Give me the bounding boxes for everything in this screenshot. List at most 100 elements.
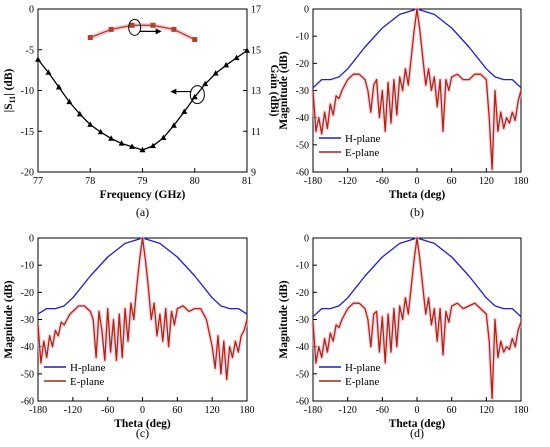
y-tick-label: -40 (296, 342, 309, 353)
legend-label: E-plane (70, 376, 104, 388)
y-axis-label-main: |S (3, 103, 15, 112)
s11-point (160, 134, 167, 140)
x-tick-label: 120 (205, 405, 220, 416)
x-tick-label: 120 (479, 405, 494, 416)
s11-point (244, 47, 250, 53)
y-axis-label-tail: | (dB) (3, 69, 15, 96)
y-tick-label: -60 (296, 168, 309, 179)
s11-point (170, 122, 177, 128)
y-axis-label: Magnitude (dB) (278, 51, 290, 129)
s11-point (223, 62, 230, 68)
y-tick-label: -10 (296, 32, 309, 43)
x-axis-label: Theta (deg) (114, 418, 171, 430)
x-axis-label: Frequency (GHz) (100, 189, 186, 201)
x-tick-label: -60 (376, 405, 389, 416)
s11-point (149, 142, 156, 149)
x-tick-label: -60 (376, 176, 389, 187)
gain-point (150, 22, 156, 28)
s11-point (202, 80, 209, 87)
x-tick-label: -180 (304, 405, 322, 416)
y-tick-label: -60 (21, 397, 34, 408)
panel-label: (b) (410, 205, 424, 219)
s11-point (139, 146, 146, 153)
x-tick-label: -120 (338, 176, 356, 187)
gain-point (129, 22, 135, 28)
x-tick-label: 180 (240, 405, 255, 416)
s11-point (66, 98, 73, 105)
x-tick-label: -180 (304, 176, 322, 187)
s11-annotation-ellipse (189, 85, 205, 105)
e-plane-line (312, 237, 522, 399)
panel-c: -180 -120 -60 0 60 120 1800-10-20-30-40-50-60T… (3, 234, 255, 441)
legend-label: H-plane (345, 362, 381, 374)
gain-annotation-arrowhead (155, 28, 162, 35)
y-axis-label-sub: 11 (8, 96, 17, 104)
y-tick-label: -30 (296, 86, 309, 97)
y-tick-label: -20 (21, 288, 34, 299)
s11-point (118, 140, 125, 146)
y-tick-label: -50 (296, 369, 309, 380)
y-tick-label: 0 (29, 5, 34, 16)
y-axis-label: Magnitude (dB) (278, 280, 290, 358)
y2-tick-label: 17 (251, 5, 261, 16)
s11-point (191, 93, 198, 100)
s11-point (87, 121, 94, 127)
x-tick-label: 60 (447, 405, 457, 416)
y-tick-label: -20 (296, 288, 309, 299)
s11-point (181, 108, 188, 114)
x-tick-label: 77 (33, 176, 43, 187)
panel-label: (d) (410, 426, 424, 440)
y2-axis-label: Gain (dBi) (268, 64, 280, 116)
x-tick-label: 78 (85, 176, 95, 187)
y-tick-label: -20 (296, 59, 309, 70)
s11-point (76, 110, 83, 117)
s11-point (45, 69, 52, 75)
x-tick-label: 180 (514, 176, 529, 187)
x-tick-label: 81 (242, 176, 252, 187)
y-tick-label: -10 (21, 261, 34, 272)
panel-d: -180 -120 -60 0 60 120 1800-10-20-30-40-50-60T… (278, 234, 529, 441)
x-tick-label: 180 (514, 405, 529, 416)
s11-point (212, 70, 219, 76)
x-tick-label: 0 (140, 405, 145, 416)
y-tick-label: -10 (296, 261, 309, 272)
x-tick-label: -120 (64, 405, 82, 416)
y-tick-label: 0 (304, 5, 309, 16)
y2-tick-label: 11 (251, 127, 261, 138)
e-plane-highlight (311, 7, 523, 172)
panel-label: (a) (136, 205, 149, 219)
y-tick-label: -10 (21, 86, 34, 97)
e-plane-line (37, 237, 248, 380)
y-tick-label: -20 (21, 168, 34, 179)
panel-b: -180 -120 -60 0 60 120 1800-10-20-30-40-50-60T… (278, 5, 529, 220)
x-tick-label: -180 (29, 405, 47, 416)
gain-annotation-ellipse (128, 18, 142, 36)
s11-point (55, 84, 62, 90)
gain-point (108, 26, 114, 32)
x-tick-label: -120 (338, 405, 356, 416)
y-tick-label: 0 (304, 234, 309, 245)
legend-label: H-plane (345, 133, 381, 145)
gain-point (87, 35, 93, 41)
gain-line (90, 24, 196, 41)
y-tick-label: -50 (296, 140, 309, 151)
x-tick-label: 80 (190, 176, 200, 187)
x-tick-label: 0 (415, 176, 420, 187)
y-tick-label: -5 (26, 45, 34, 56)
y-tick-label: -40 (296, 113, 309, 124)
s11-annotation-arrowhead (170, 88, 177, 95)
y-axis-label: Magnitude (dB) (3, 280, 15, 358)
x-tick-label: 79 (138, 176, 148, 187)
x-tick-label: 120 (479, 176, 494, 187)
y-tick-label: -40 (21, 342, 34, 353)
y-tick-label: -60 (296, 397, 309, 408)
gain-point (171, 26, 177, 32)
s11-point (97, 128, 104, 135)
e-plane-line (312, 8, 522, 170)
x-axis-label: Theta (deg) (389, 189, 446, 201)
y-axis-label: |S11| (dB) (3, 69, 17, 113)
x-tick-label: 0 (415, 405, 420, 416)
y-tick-label: -30 (21, 315, 34, 326)
panel-label: (c) (136, 426, 149, 440)
